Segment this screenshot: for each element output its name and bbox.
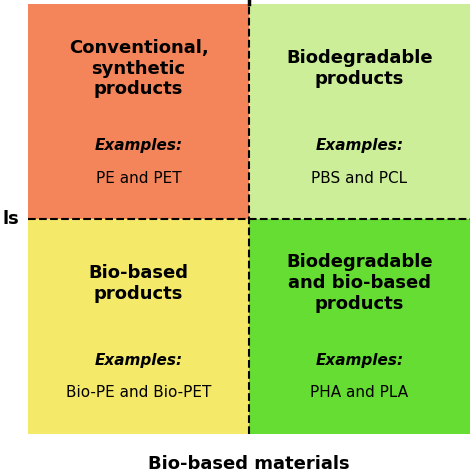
Text: Examples:: Examples: — [95, 138, 182, 154]
Bar — [249, 4, 470, 219]
Text: ls: ls — [3, 210, 19, 228]
Bar — [249, 219, 470, 434]
Text: PHA and PLA: PHA and PLA — [310, 385, 409, 400]
Text: Biodegradable
products: Biodegradable products — [286, 49, 433, 88]
Text: PBS and PCL: PBS and PCL — [311, 171, 408, 186]
Text: Examples:: Examples: — [315, 353, 403, 368]
Bar — [28, 4, 249, 219]
Text: Bio-based materials: Bio-based materials — [148, 455, 350, 473]
Text: Bio-PE and Bio-PET: Bio-PE and Bio-PET — [66, 385, 211, 400]
Text: Examples:: Examples: — [315, 138, 403, 154]
Bar — [28, 219, 249, 434]
Text: Biodegradable
and bio-based
products: Biodegradable and bio-based products — [286, 254, 433, 313]
Text: PE and PET: PE and PET — [96, 171, 182, 186]
Text: Bio-based
products: Bio-based products — [89, 264, 189, 303]
Text: Examples:: Examples: — [95, 353, 182, 368]
Text: Conventional,
synthetic
products: Conventional, synthetic products — [69, 39, 209, 99]
